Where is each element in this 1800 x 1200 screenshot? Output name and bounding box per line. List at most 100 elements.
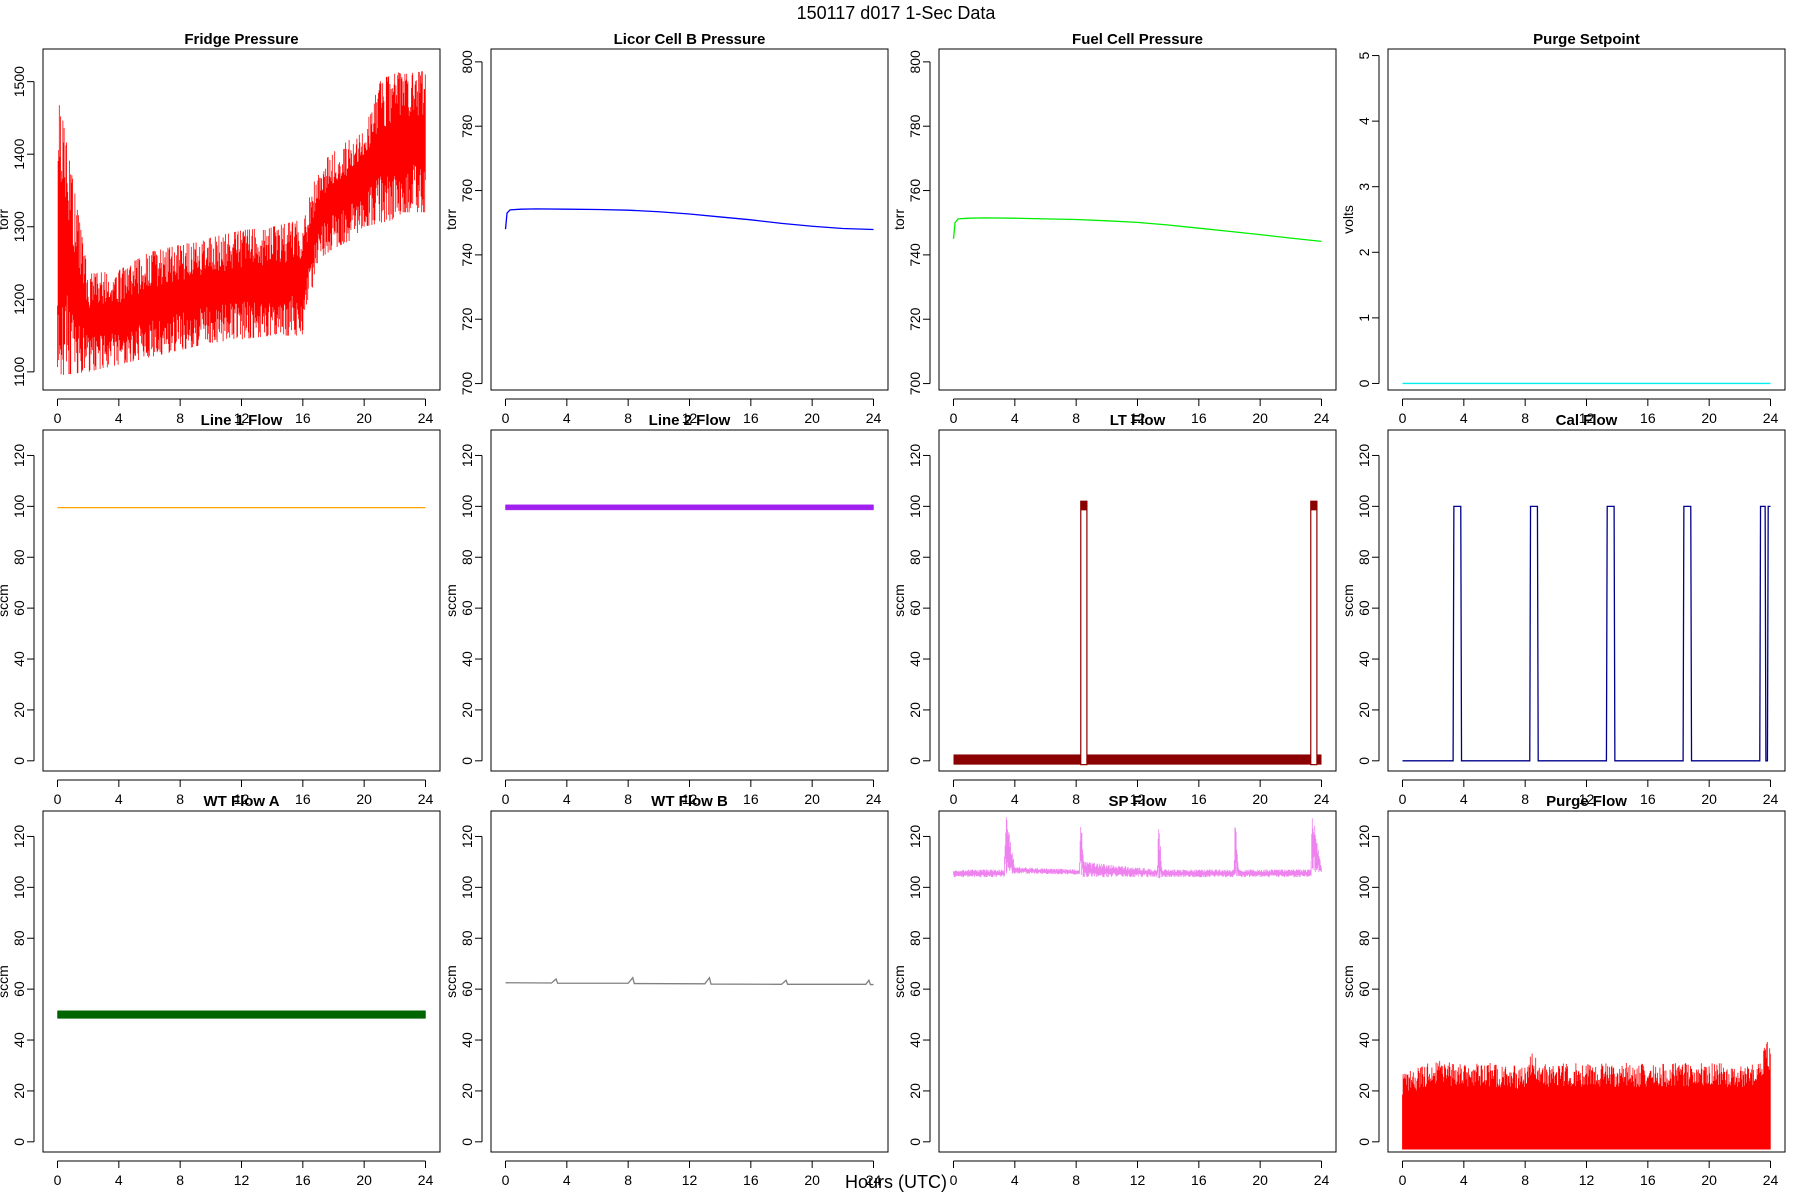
x-tick-label: 20 <box>1701 791 1717 807</box>
y-tick-label: 80 <box>11 930 27 946</box>
panel-title: Line 1 Flow <box>201 412 283 429</box>
series-band <box>505 504 874 511</box>
x-tick-label: 12 <box>682 1172 698 1188</box>
y-tick-label: 720 <box>907 307 923 331</box>
x-tick-label: 16 <box>1640 410 1656 426</box>
y-tick-label: 780 <box>907 114 923 138</box>
y-axis-label: volts <box>1340 205 1356 234</box>
plot-frame <box>1387 429 1786 772</box>
y-tick-label: 80 <box>907 930 923 946</box>
y-axis-label: torr <box>443 209 459 230</box>
x-tick-label: 8 <box>176 791 184 807</box>
panel-title: WT Flow A <box>203 793 279 810</box>
x-tick-label: 0 <box>54 1172 62 1188</box>
x-axis: 0 4 8 12 16 20 24 <box>502 1160 881 1188</box>
x-axis: 0 4 8 12 16 20 24 <box>502 398 882 426</box>
y-tick-label: 60 <box>11 600 27 616</box>
plot-frame <box>938 48 1337 391</box>
y-axis: 700 720 740 760 780 800 <box>459 50 483 395</box>
y-tick-label: 0 <box>459 1138 475 1146</box>
x-tick-label: 12 <box>682 791 698 807</box>
y-tick-label: 80 <box>1356 930 1372 946</box>
y-tick-label: 1100 <box>11 357 27 387</box>
x-tick-label: 12 <box>234 791 250 807</box>
x-tick-label: 24 <box>866 410 882 426</box>
x-axis: 0 4 8 12 16 20 24 <box>1399 1160 1779 1188</box>
panel-title: LT Flow <box>1110 412 1166 429</box>
y-tick-label: 2 <box>1356 248 1372 256</box>
y-tick-label: 120 <box>459 444 475 468</box>
x-axis: 0 4 8 12 16 20 24 <box>1399 779 1779 807</box>
y-axis: 0 20 40 60 80 100 120 <box>459 825 483 1146</box>
panel-title: Fridge Pressure <box>184 31 298 48</box>
y-tick-label: 40 <box>459 651 475 667</box>
y-tick-label: 40 <box>1356 1032 1372 1048</box>
y-tick-label: 80 <box>459 930 475 946</box>
y-axis: 0 20 40 60 80 100 120 <box>11 444 35 765</box>
x-tick-label: 16 <box>1640 1172 1656 1188</box>
x-tick-label: 0 <box>950 1172 958 1188</box>
y-tick-label: 760 <box>907 179 923 203</box>
x-tick-label: 4 <box>1460 410 1468 426</box>
x-tick-label: 8 <box>1521 1172 1529 1188</box>
y-axis: 0 20 40 60 80 100 120 <box>907 825 931 1146</box>
x-tick-label: 12 <box>1579 791 1595 807</box>
y-tick-label: 800 <box>459 50 475 74</box>
panel-title: Fuel Cell Pressure <box>1072 31 1203 48</box>
x-tick-label: 16 <box>743 410 759 426</box>
x-tick-label: 4 <box>115 791 123 807</box>
y-tick-label: 100 <box>459 875 475 899</box>
y-tick-label: 760 <box>459 179 475 203</box>
x-tick-label: 24 <box>1763 1172 1779 1188</box>
x-tick-label: 0 <box>54 791 62 807</box>
y-tick-label: 700 <box>907 372 923 396</box>
x-tick-label: 24 <box>1763 791 1779 807</box>
x-tick-label: 0 <box>502 410 510 426</box>
x-tick-label: 12 <box>1130 410 1146 426</box>
series-marks <box>953 500 1322 766</box>
y-axis: 700 720 740 760 780 800 <box>907 50 931 396</box>
x-tick-label: 0 <box>950 791 958 807</box>
y-tick-label: 20 <box>11 702 27 718</box>
y-tick-label: 0 <box>11 1138 27 1146</box>
series-line <box>504 208 874 231</box>
series-line <box>952 217 1322 243</box>
x-tick-label: 16 <box>743 791 759 807</box>
y-tick-label: 100 <box>1356 494 1372 518</box>
series-marks <box>505 504 874 511</box>
y-tick-label: 40 <box>1356 651 1372 667</box>
plot-frame <box>490 48 889 391</box>
baseline-segment <box>1086 754 1311 765</box>
series-marks <box>505 976 874 986</box>
y-tick-label: 60 <box>907 981 923 997</box>
series-marks <box>952 217 1322 243</box>
baseline-segment <box>953 754 1081 765</box>
plot-frame <box>42 810 441 1153</box>
x-axis: 0 4 8 12 16 20 24 <box>54 398 433 426</box>
series-marks <box>57 71 426 375</box>
x-tick-label: 4 <box>1011 791 1019 807</box>
series-trace <box>57 71 426 375</box>
y-tick-label: 1200 <box>11 284 27 315</box>
y-axis: 0 20 40 60 80 100 120 <box>1356 444 1380 765</box>
x-tick-label: 12 <box>1579 410 1595 426</box>
y-axis: 0 20 40 60 80 100 120 <box>459 444 483 765</box>
x-axis: 0 4 8 12 16 20 24 <box>950 1160 1329 1188</box>
series-marks <box>1402 505 1771 762</box>
x-axis: 0 4 8 12 16 20 24 <box>54 779 433 807</box>
y-axis: 1100 1200 1300 1400 1500 <box>11 66 35 387</box>
y-tick-label: 40 <box>11 1032 27 1048</box>
x-axis: 0 4 8 12 16 20 24 <box>54 1160 433 1188</box>
y-tick-label: 40 <box>459 1032 475 1048</box>
baseline-segment <box>1316 754 1322 765</box>
x-tick-label: 16 <box>1191 410 1207 426</box>
x-tick-label: 4 <box>1460 1172 1468 1188</box>
y-axis: 0 20 40 60 80 100 120 <box>907 444 931 765</box>
panel-title: Purge Flow <box>1546 793 1627 810</box>
y-tick-label: 4 <box>1356 117 1372 125</box>
x-tick-label: 8 <box>1521 791 1529 807</box>
series-marks <box>57 1010 426 1019</box>
